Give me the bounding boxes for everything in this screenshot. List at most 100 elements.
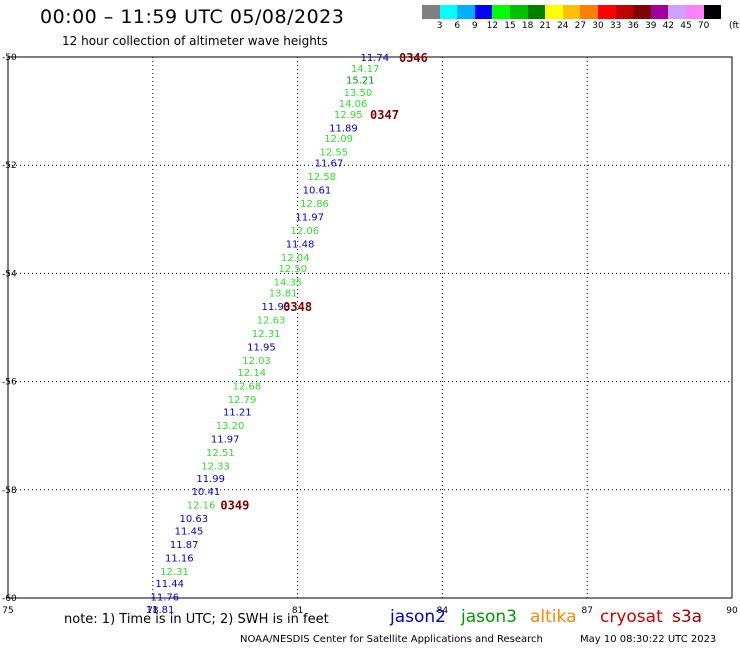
color-swatch: [492, 5, 510, 19]
wave-height-point: 11.48: [286, 240, 315, 251]
color-scale-label: 42: [662, 21, 675, 31]
x-tick-label: 90: [726, 606, 738, 616]
wave-height-point: 12.50: [278, 264, 307, 275]
wave-height-point: 12.16: [187, 500, 216, 511]
y-tick-label: -60: [2, 594, 17, 604]
wave-height-point: 13.81: [269, 288, 298, 299]
wave-height-point: 14.17: [351, 64, 380, 75]
color-scale-label: 30: [592, 21, 604, 31]
wave-height-point: 11.74: [361, 53, 390, 64]
color-swatch: [474, 5, 493, 19]
color-swatch: [597, 5, 616, 19]
wave-height-point: 11.21: [223, 407, 252, 418]
wave-height-point: 11.87: [170, 540, 199, 551]
color-scale-unit: (ft): [729, 21, 740, 31]
x-tick-label: 84: [437, 606, 449, 616]
color-scale-label: 18: [521, 21, 534, 31]
color-swatch: [685, 5, 704, 19]
color-scale-label: 24: [557, 21, 569, 31]
time-marker: 0346: [399, 51, 428, 65]
wave-height-point: 12.51: [206, 448, 235, 459]
wave-height-point: 11.76: [151, 592, 180, 603]
wave-height-point: 11.93: [262, 302, 291, 313]
color-swatch: [633, 5, 651, 19]
footer-note: note: 1) Time is in UTC; 2) SWH is in fe…: [64, 612, 329, 627]
satellite-legend-altika: altika: [530, 607, 577, 627]
color-scale-swatches: [422, 5, 722, 19]
time-marker: 0348: [283, 300, 312, 314]
color-scale-label: 36: [627, 21, 639, 31]
y-tick-label: -50: [2, 53, 17, 63]
x-tick-label: 87: [581, 606, 592, 616]
wave-height-point: 11.95: [247, 342, 276, 353]
time-marker: 0349: [220, 498, 249, 512]
wave-height-point: 14.06: [339, 99, 368, 110]
wave-height-point: 14.35: [274, 278, 303, 289]
x-tick-label: 81: [292, 606, 303, 616]
color-scale-label: 9: [471, 21, 478, 31]
color-scale-label: 27: [574, 21, 587, 31]
time-marker: 0347: [370, 108, 399, 122]
page-subtitle: 12 hour collection of altimeter wave hei…: [62, 34, 328, 48]
wave-height-point: 10.63: [180, 514, 209, 525]
y-tick-label: -54: [2, 269, 17, 279]
wave-height-point: 11.45: [175, 526, 204, 537]
wave-height-point: 12.58: [307, 172, 336, 183]
wave-height-point: 15.21: [346, 76, 375, 87]
satellite-legend-s3a: s3a: [672, 607, 703, 627]
color-swatch: [545, 5, 563, 19]
wave-height-point: 10.41: [192, 487, 221, 498]
wave-height-point: 12.14: [237, 368, 266, 379]
wave-height-point: 12.63: [257, 315, 286, 326]
footer-timestamp: May 10 08:30:22 UTC 2023: [580, 634, 717, 645]
wave-height-point: 11.81: [146, 605, 175, 616]
color-swatch: [668, 5, 686, 19]
wave-height-point: 12.04: [281, 253, 310, 264]
wave-height-point: 11.16: [165, 553, 194, 564]
color-swatch: [457, 5, 475, 19]
color-scale-label: 45: [680, 21, 692, 31]
color-scale-label: 21: [539, 21, 551, 31]
wave-height-point: 11.89: [329, 123, 358, 134]
wave-height-point: 11.97: [295, 213, 324, 224]
wave-height-point: 12.06: [291, 226, 320, 237]
y-tick-label: -58: [2, 486, 17, 496]
wave-height-point: 12.55: [319, 148, 348, 159]
plot-frame: [7, 56, 733, 599]
color-scale-label: 15: [504, 21, 516, 31]
color-swatch: [527, 5, 546, 19]
wave-height-point: 12.95: [334, 110, 363, 121]
wave-height-point: 12.68: [233, 381, 262, 392]
satellite-legend-jason2: jason2: [390, 607, 446, 627]
satellite-legend-cryosat: cryosat: [600, 607, 663, 627]
wave-height-point: 12.31: [160, 567, 189, 578]
page-title: 00:00 – 11:59 UTC 05/08/2023: [40, 6, 345, 28]
wave-height-point: 10.61: [303, 186, 332, 197]
color-swatch: [439, 5, 458, 19]
footer-credit: NOAA/NESDIS Center for Satellite Applica…: [240, 634, 543, 645]
satellite-legend-jason3: jason3: [461, 607, 517, 627]
y-tick-label: -56: [2, 378, 17, 388]
color-swatch: [703, 5, 722, 19]
x-tick-label: 78: [147, 606, 159, 616]
wave-height-point: 12.09: [324, 134, 353, 145]
color-scale-label: 12: [486, 21, 499, 31]
wave-height-point: 12.33: [201, 461, 230, 472]
color-swatch: [562, 5, 581, 19]
wave-height-point: 11.67: [315, 158, 344, 169]
color-scale-label: 70: [697, 21, 710, 31]
color-swatch: [615, 5, 634, 19]
wave-height-point: 12.31: [252, 329, 281, 340]
x-tick-label: 75: [2, 606, 13, 616]
color-scale-label: 39: [645, 21, 657, 31]
wave-height-point: 11.97: [211, 434, 240, 445]
color-swatch: [509, 5, 528, 19]
wave-height-point: 12.03: [242, 356, 271, 367]
wave-height-point: 12.79: [228, 395, 257, 406]
color-swatch: [650, 5, 669, 19]
color-swatch: [580, 5, 598, 19]
color-swatch: [422, 5, 440, 19]
